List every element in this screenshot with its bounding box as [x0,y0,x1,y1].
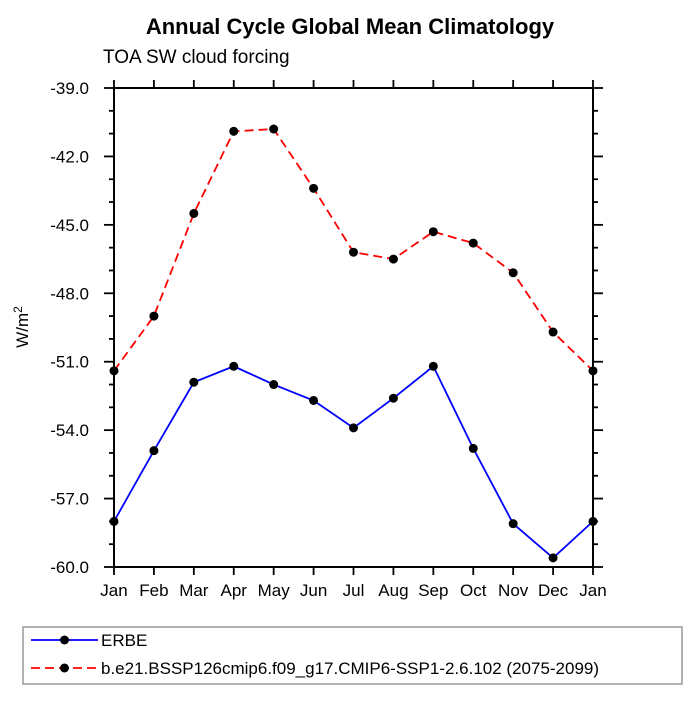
y-tick-label: -45.0 [50,216,89,235]
y-tick-label: -48.0 [50,284,89,303]
data-point [428,227,438,237]
plot-axes: -39.0 -42.0 -45.0 -48.0 -51.0 -54.0 -57.0 -60.0… [50,79,606,600]
data-point [548,553,558,563]
plot-series [109,124,598,563]
data-point [189,208,199,218]
data-point [309,183,319,193]
legend-label-model: b.e21.BSSP126cmip6.f09_g17.CMIP6-SSP1-2.… [101,659,599,678]
data-point [588,366,598,376]
data-point [388,393,398,403]
data-point [189,377,199,387]
data-point [109,366,119,376]
data-point [468,238,478,248]
data-point [508,519,518,529]
data-point [149,311,159,321]
y-tick-label: -57.0 [50,490,89,509]
x-tick-label: Jun [300,581,327,600]
data-point [508,268,518,278]
x-tick-label: Apr [221,581,248,600]
data-point [149,446,159,456]
x-tick-label: Dec [538,581,569,600]
series-line-0 [113,364,594,560]
legend-marker-model [60,663,69,673]
y-tick-label: -42.0 [50,147,89,166]
data-point [349,247,358,257]
data-point [588,516,598,526]
data-point [109,516,119,526]
x-tick-label: Jul [343,581,365,600]
chart-subtitle: TOA SW cloud forcing [103,47,290,68]
x-tick-label: Nov [498,581,529,600]
legend: ERBE b.e21.BSSP126cmip6.f09_g17.CMIP6-SS… [22,626,683,685]
legend-box [22,626,683,685]
data-point [269,124,279,134]
data-point [309,395,319,405]
y-tick-label: -60.0 [50,558,89,577]
data-point [349,423,358,433]
x-tick-label: Jan [100,581,127,600]
y-tick-label: -51.0 [50,353,89,372]
x-tick-label: May [258,581,291,600]
chart-title: Annual Cycle Global Mean Climatology [146,14,555,39]
data-point [428,361,438,371]
y-axis-label: W/m2 [11,306,32,348]
x-tick-label: Oct [460,581,487,600]
x-tick-label: Mar [179,581,209,600]
data-point [388,254,398,264]
data-point [229,126,239,136]
legend-label-erbe: ERBE [101,631,147,650]
y-axis-label-base: W/m [13,313,32,348]
x-tick-label: Sep [418,581,448,600]
data-point [548,327,558,337]
legend-marker-erbe [60,635,69,645]
data-point [229,361,239,371]
x-tick-label: Feb [139,581,168,600]
y-tick-label: -54.0 [50,421,89,440]
x-tick-label: Aug [378,581,408,600]
y-axis-label-exponent: 2 [11,306,25,313]
x-tick-label: Jan [579,581,606,600]
y-tick-label: -39.0 [50,79,89,98]
data-point [269,380,279,390]
data-point [468,443,478,453]
